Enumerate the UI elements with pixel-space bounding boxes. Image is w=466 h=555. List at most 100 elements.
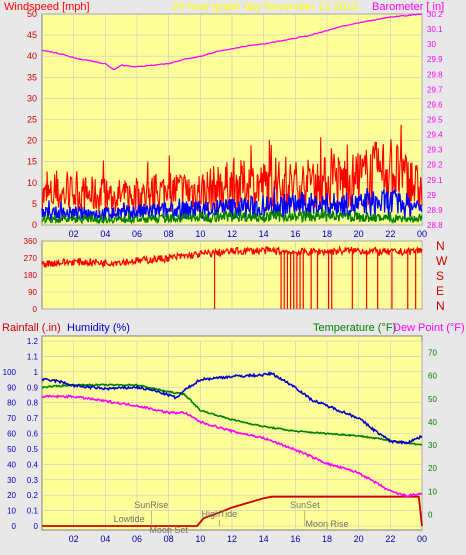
barometer-tick-label: 29.9 <box>427 55 443 64</box>
degree-tick-label: 360 <box>24 237 38 246</box>
temperature-axis: 0 10 20 30 40 50 60 70 <box>428 349 437 520</box>
rainfall-tick-label: 0.3 <box>27 476 39 485</box>
x-tick-label: 20 <box>354 229 364 239</box>
barometer-tick-label: 29.1 <box>427 176 443 185</box>
x-tick-label: 18 <box>322 534 332 544</box>
dew-point-label: Dew Point (°F) <box>393 322 465 334</box>
rainfall-tick-label: 1 <box>34 368 39 377</box>
annotation-label: Lowtide <box>114 514 145 524</box>
humidity-tick-label: 50 <box>7 445 16 454</box>
x-tick-label: 12 <box>227 534 237 544</box>
compass-label: N <box>436 299 445 313</box>
windspeed-tick-label: 30 <box>27 93 37 103</box>
rainfall-tick-label: 1.2 <box>27 337 39 346</box>
temperature-tick-label: 0 <box>428 510 433 519</box>
barometer-line <box>41 13 423 71</box>
astro-tide-annotations: SunRise Lowtide Moon Set HighTide SunSet Moon… <box>114 500 349 536</box>
temperature-tick-label: 70 <box>428 349 437 358</box>
temperature-tick-label: 10 <box>428 487 437 496</box>
humidity-label: Humidity (%) <box>67 322 130 334</box>
humidity-tick-label: 30 <box>7 476 16 485</box>
windspeed-tick-label: 20 <box>27 136 37 146</box>
rainfall-tick-label: 0.2 <box>27 491 39 500</box>
rainfall-tick-label: 0.7 <box>27 414 39 423</box>
rainfall-tick-label: 0.5 <box>27 445 39 454</box>
barometer-tick-label: 29.7 <box>427 85 443 94</box>
x-tick-label: 06 <box>132 534 142 544</box>
dew-point-line <box>41 394 423 498</box>
degree-tick-label: 180 <box>24 271 38 280</box>
x-tick-label: 16 <box>290 534 300 544</box>
rainfall-tick-label: 0.9 <box>27 383 39 392</box>
windspeed-axis: 0 5 10 15 20 25 30 35 40 45 50 <box>27 9 37 230</box>
humidity-tick-label: 100 <box>3 368 17 377</box>
barometer-title: Barometer [ in] <box>372 1 444 13</box>
windspeed-tick-label: 25 <box>27 115 37 125</box>
temperature-tick-label: 40 <box>428 418 437 427</box>
temperature-humidity-grid <box>42 340 423 530</box>
x-tick-label: 16 <box>290 229 300 239</box>
annotation-label: HighTide <box>201 509 237 519</box>
wind-time-axis: 02 04 06 08 10 12 14 16 18 20 22 00 <box>69 229 427 239</box>
barometer-tick-label: 28.9 <box>427 206 443 215</box>
x-tick-label: 04 <box>100 534 110 544</box>
barometer-tick-label: 29.5 <box>427 116 443 125</box>
direction-degree-axis: 0 90 180 270 360 <box>24 237 38 314</box>
temperature-tick-label: 30 <box>428 441 437 450</box>
rainfall-tick-label: 1.1 <box>27 352 39 361</box>
temperature-tick-label: 20 <box>428 464 437 473</box>
rainfall-tick-label: 0.8 <box>27 399 39 408</box>
rainfall-tick-label: 0.6 <box>27 430 39 439</box>
x-tick-label: 02 <box>69 534 79 544</box>
windspeed-title: Windspeed [mph] <box>4 1 90 13</box>
wind-direction-series <box>41 245 423 309</box>
barometer-tick-label: 29.8 <box>427 70 443 79</box>
wind-direction-trace <box>41 245 423 269</box>
x-tick-label: 14 <box>259 534 269 544</box>
annotation-label: Moon Rise <box>305 519 348 529</box>
barometer-tick-label: 30.2 <box>427 10 443 19</box>
x-tick-label: 08 <box>164 229 174 239</box>
barometer-axis: 28.8 28.9 29 29.1 29.2 29.3 29.4 29.5 29.6 29.7 29… <box>427 10 443 230</box>
x-tick-label: 00 <box>417 534 427 544</box>
rainfall-tick-label: 0.1 <box>27 507 39 516</box>
windspeed-tick-label: 40 <box>27 51 37 61</box>
humidity-tick-label: 10 <box>7 507 16 516</box>
barometer-tick-label: 29.2 <box>427 161 443 170</box>
humidity-tick-label: 90 <box>7 383 16 392</box>
humidity-tick-label: 60 <box>7 430 16 439</box>
x-tick-label: 10 <box>195 229 205 239</box>
x-tick-label: 22 <box>385 229 395 239</box>
rainfall-axis: 0 0.1 0.2 0.3 0.4 0.5 0.6 0.7 0.8 0.9 1 1.1 1.2 <box>27 337 39 531</box>
temperature-time-axis: 02 04 06 08 10 12 14 16 18 20 22 00 <box>69 534 427 544</box>
humidity-tick-label: 70 <box>7 414 16 423</box>
windspeed-tick-label: 50 <box>27 9 37 19</box>
degree-tick-label: 270 <box>24 254 38 263</box>
wind-series <box>41 124 423 225</box>
rainfall-tick-label: 0.4 <box>27 460 39 469</box>
windspeed-tick-label: 5 <box>32 199 37 209</box>
windspeed-tick-label: 15 <box>27 157 37 167</box>
humidity-tick-label: 0 <box>12 522 17 531</box>
x-tick-label: 22 <box>385 534 395 544</box>
x-tick-label: 20 <box>354 534 364 544</box>
rainfall-tick-label: 0 <box>34 522 39 531</box>
degree-tick-label: 90 <box>28 288 37 297</box>
barometer-tick-label: 28.8 <box>427 221 443 230</box>
humidity-tick-label: 20 <box>7 491 16 500</box>
temperature-label: Temperature (°F) <box>313 322 396 334</box>
x-tick-label: 02 <box>69 229 79 239</box>
degree-tick-label: 0 <box>33 305 38 314</box>
barometer-tick-label: 29.3 <box>427 146 443 155</box>
humidity-tick-label: 80 <box>7 399 16 408</box>
x-tick-label: 08 <box>164 534 174 544</box>
barometer-tick-label: 29.6 <box>427 100 443 109</box>
barometer-tick-label: 30 <box>427 40 436 49</box>
temperature-line <box>41 383 423 446</box>
compass-label: N <box>436 239 445 253</box>
windspeed-tick-label: 10 <box>27 178 37 188</box>
annotation-label: SunRise <box>134 500 168 510</box>
compass-label: W <box>436 254 448 268</box>
